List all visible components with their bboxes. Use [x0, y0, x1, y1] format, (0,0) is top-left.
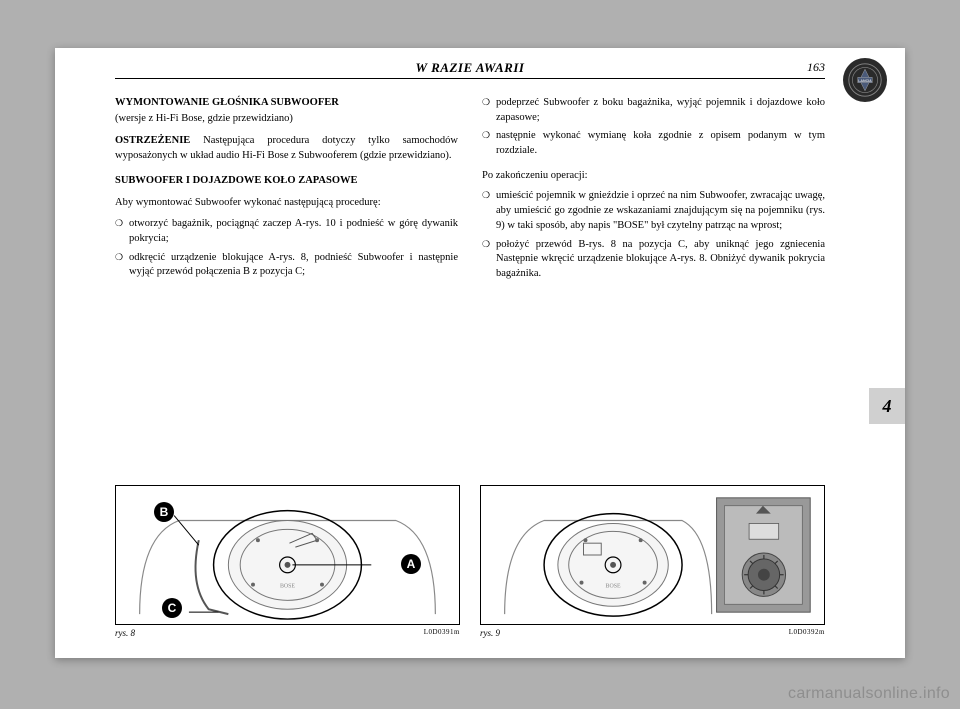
left-column: WYMONTOWANIE GŁOŚNIKA SUBWOOFER (wersje …	[115, 96, 458, 292]
after-bullets: umieścić pojemnik w gnieździe i oprzeć n…	[482, 189, 825, 281]
bullet-item: otworzyć bagażnik, pociągnąć zaczep A-ry…	[115, 217, 458, 246]
figure-code: L0D0391m	[424, 628, 460, 638]
section-sub: (wersje z Hi-Fi Bose, gdzie przewidziano…	[115, 112, 458, 127]
figure-8: BOSE B A C rys. 8 L0D0391m	[115, 485, 460, 638]
figure-label: rys. 8	[115, 628, 135, 638]
figure-9-image: BOSE	[480, 485, 825, 625]
warning-paragraph: OSTRZEŻENIE Następująca procedura dotycz…	[115, 134, 458, 163]
figure-9-caption: rys. 9 L0D0392m	[480, 628, 825, 638]
figure-9: BOSE	[480, 485, 825, 638]
header-title: W RAZIE AWARII	[416, 60, 525, 76]
bullet-item: odkręcić urządzenie blokujące A-rys. 8, …	[115, 251, 458, 280]
lancia-logo-icon: LANCIA	[843, 58, 887, 102]
figures-row: BOSE B A C rys. 8 L0D0391m	[115, 485, 825, 638]
content-columns: WYMONTOWANIE GŁOŚNIKA SUBWOOFER (wersje …	[115, 96, 825, 292]
svg-text:LANCIA: LANCIA	[858, 79, 872, 83]
page-number: 163	[807, 60, 825, 75]
section-heading: WYMONTOWANIE GŁOŚNIKA SUBWOOFER	[115, 96, 458, 111]
svg-text:BOSE: BOSE	[606, 584, 621, 590]
bullet-item: podeprzeć Subwoofer z boku bagażnika, wy…	[482, 96, 825, 125]
watermark: carmanualsonline.info	[788, 685, 950, 703]
right-column: podeprzeć Subwoofer z boku bagażnika, wy…	[482, 96, 825, 292]
callout-b: B	[154, 502, 174, 522]
after-label: Po zakończeniu operacji:	[482, 169, 825, 184]
right-bullets: podeprzeć Subwoofer z boku bagażnika, wy…	[482, 96, 825, 159]
chapter-tab: 4	[869, 388, 905, 424]
bullet-item: umieścić pojemnik w gnieździe i oprzeć n…	[482, 189, 825, 233]
figure-code: L0D0392m	[789, 628, 825, 638]
callout-a: A	[401, 554, 421, 574]
bullet-item: położyć przewód B-rys. 8 na pozycja C, a…	[482, 238, 825, 282]
chapter-number: 4	[883, 396, 892, 417]
figure-8-caption: rys. 8 L0D0391m	[115, 628, 460, 638]
bullet-item: następnie wykonać wymianę koła zgodnie z…	[482, 129, 825, 158]
page-header: W RAZIE AWARII 163	[115, 60, 825, 79]
intro-text: Aby wymontować Subwoofer wykonać następu…	[115, 196, 458, 211]
figure-label: rys. 9	[480, 628, 500, 638]
left-bullets: otworzyć bagażnik, pociągnąć zaczep A-ry…	[115, 217, 458, 280]
warning-label: OSTRZEŻENIE	[115, 135, 190, 146]
callout-c: C	[162, 598, 182, 618]
figure-8-image: BOSE B A C	[115, 485, 460, 625]
svg-text:BOSE: BOSE	[280, 584, 295, 590]
manual-page: W RAZIE AWARII 163 LANCIA WYMONTOWANIE G…	[55, 48, 905, 658]
subheading: SUBWOOFER I DOJAZDOWE KOŁO ZAPASOWE	[115, 174, 458, 189]
